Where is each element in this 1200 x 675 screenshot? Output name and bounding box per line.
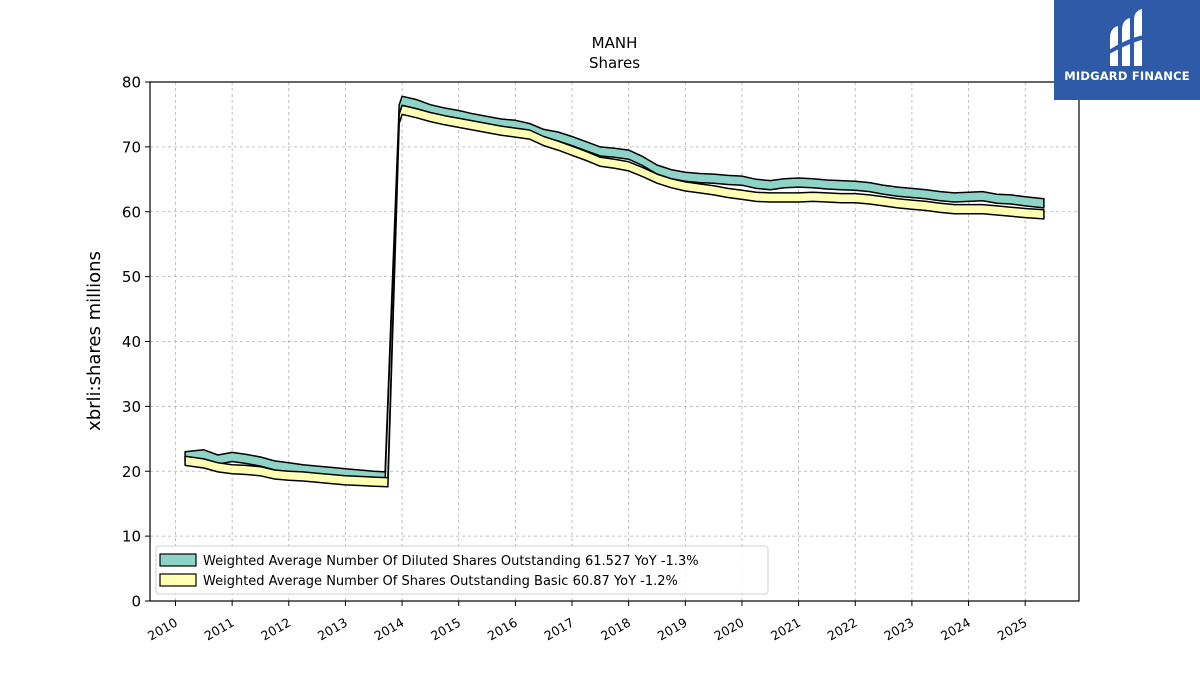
chart-subtitle: Shares — [589, 54, 640, 72]
x-tick-label: 2018 — [598, 615, 633, 644]
y-tick-label: 20 — [122, 463, 141, 481]
y-tick-label: 40 — [122, 333, 141, 351]
x-tick-label: 2021 — [768, 615, 803, 644]
x-tick-label: 2022 — [825, 615, 860, 644]
legend-label: Weighted Average Number Of Shares Outsta… — [203, 574, 678, 589]
y-tick-label: 30 — [122, 398, 141, 416]
x-tick-label: 2019 — [655, 615, 690, 644]
x-axis-ticks: 2010 2011 2012 2013 2014 2015 2016 2017 2018 2019… — [145, 601, 1030, 644]
y-tick-label: 50 — [122, 268, 141, 286]
brand-name: MIDGARD FINANCE — [1064, 69, 1190, 83]
legend-label: Weighted Average Number Of Diluted Share… — [203, 554, 699, 569]
y-tick-label: 60 — [122, 203, 141, 221]
legend-swatch — [159, 553, 197, 567]
y-axis-label: xbrli:shares millions — [84, 251, 105, 431]
x-tick-label: 2014 — [372, 615, 407, 644]
y-tick-label: 0 — [131, 593, 141, 611]
legend: Weighted Average Number Of Diluted Share… — [155, 545, 769, 595]
series-area-2 — [184, 104, 1045, 488]
brand-logo: MIDGARD FINANCE — [1054, 0, 1200, 100]
data-areas — [184, 95, 1045, 488]
y-axis-ticks: 0 10 20 30 40 50 60 70 80 — [122, 74, 150, 611]
x-tick-label: 2012 — [258, 615, 293, 644]
x-tick-label: 2023 — [881, 615, 916, 644]
x-tick-label: 2025 — [995, 615, 1030, 644]
y-tick-label: 10 — [122, 528, 141, 546]
x-tick-label: 2015 — [428, 615, 463, 644]
legend-swatch — [159, 573, 197, 587]
x-tick-label: 2010 — [145, 615, 180, 644]
x-tick-label: 2013 — [315, 615, 350, 644]
series-area-1 — [184, 95, 1045, 482]
y-tick-label: 80 — [122, 74, 141, 92]
y-tick-label: 70 — [122, 138, 141, 156]
x-tick-label: 2011 — [202, 615, 237, 644]
x-tick-label: 2017 — [541, 615, 576, 644]
chart-title: MANH — [592, 34, 638, 52]
x-tick-label: 2024 — [938, 615, 973, 644]
legend-box — [155, 545, 769, 595]
brand-mark-icon — [1106, 9, 1148, 66]
x-tick-label: 2016 — [485, 615, 520, 644]
grid-lines — [150, 82, 1079, 601]
x-tick-label: 2020 — [711, 615, 746, 644]
